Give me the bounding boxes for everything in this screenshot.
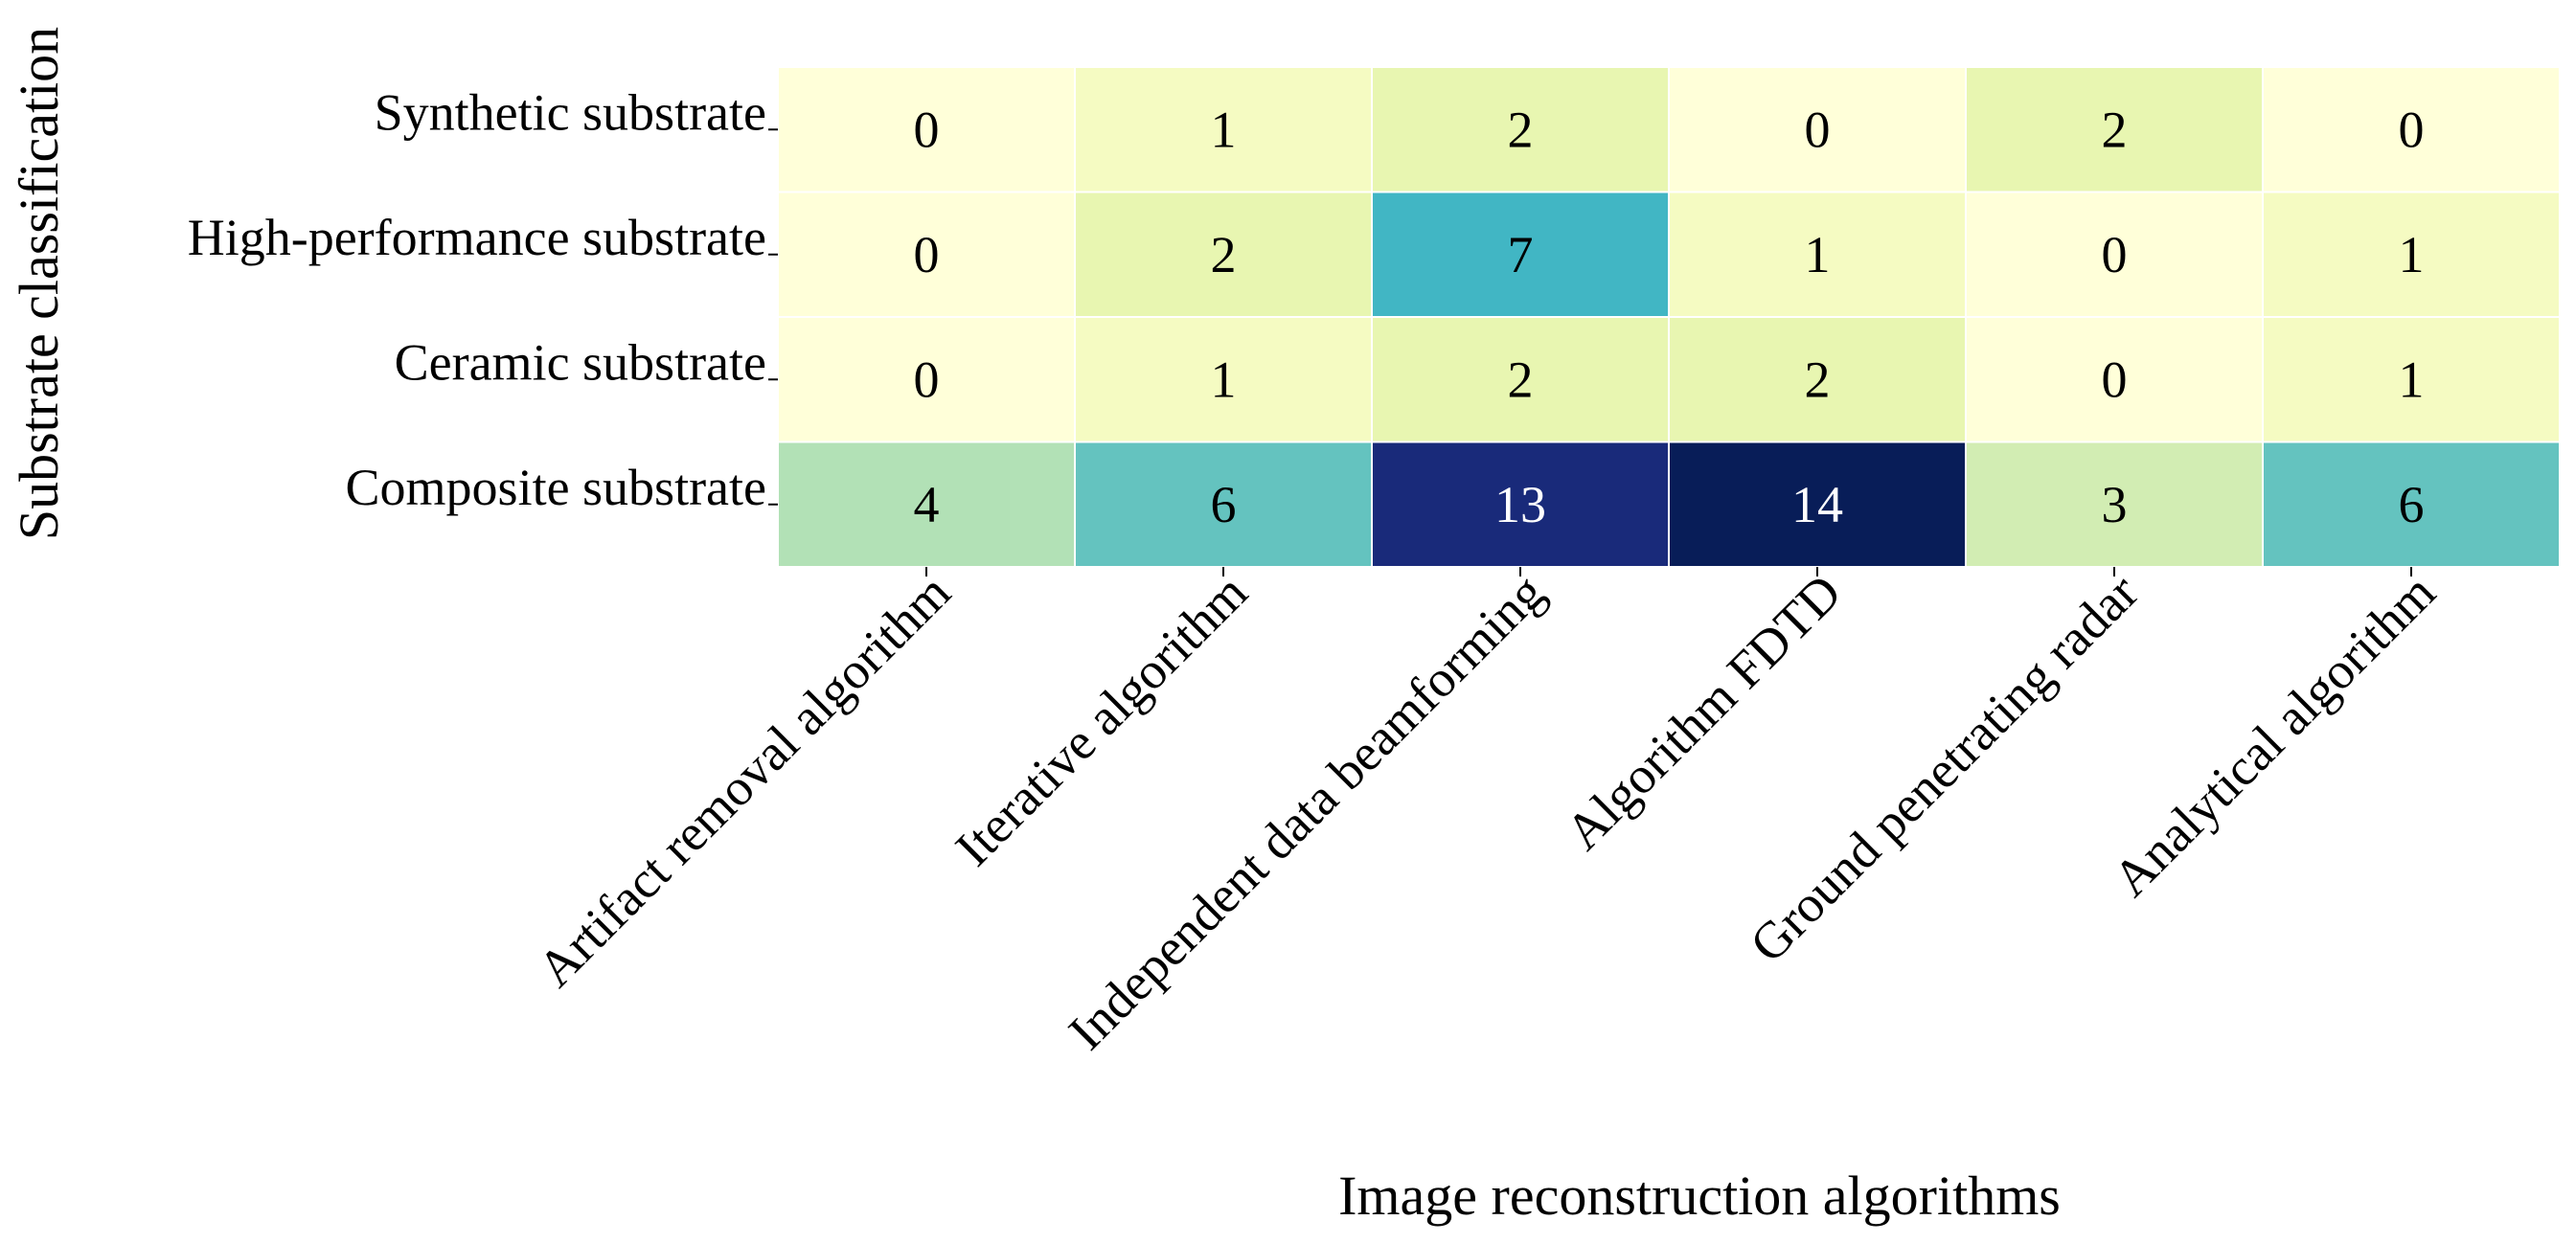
- heatmap-cell: [1668, 316, 1967, 443]
- cell-value-label: 3: [2102, 476, 2128, 533]
- cell-value-label: 2: [1508, 101, 1534, 158]
- heatmap-cell: [2262, 66, 2561, 193]
- y-tick-label: Ceramic substrate: [395, 333, 766, 391]
- heatmap-cell: [1074, 191, 1373, 318]
- cell-value-label: 6: [1211, 476, 1237, 533]
- heatmap-cell: [1668, 66, 1967, 193]
- x-tick-label: Algorithm FDTD: [1555, 563, 1853, 861]
- cell-value-label: 0: [2102, 350, 2128, 408]
- heatmap-cell: [2262, 441, 2561, 568]
- cell-value-label: 13: [1494, 476, 1546, 533]
- cell-value-label: 1: [1211, 101, 1237, 158]
- cell-value-label: 2: [1211, 226, 1237, 283]
- cell-value-label: 2: [1805, 350, 1831, 408]
- cell-value-label: 1: [1805, 226, 1831, 283]
- y-tick-label: Composite substrate: [346, 459, 766, 516]
- cell-value-label: 0: [2399, 101, 2425, 158]
- heatmap-cell: [1371, 441, 1670, 568]
- cell-value-label: 0: [914, 350, 940, 408]
- heatmap-cell: [1074, 316, 1373, 443]
- x-tick-label: Analytical algorithm: [2102, 563, 2446, 907]
- x-tick-label: Iterative algorithm: [945, 563, 1259, 877]
- cell-value-label: 1: [2399, 226, 2425, 283]
- x-axis-title: Image reconstruction algorithms: [1338, 1164, 2061, 1227]
- heatmap-cell: [1668, 441, 1967, 568]
- cell-value-label: 0: [1805, 101, 1831, 158]
- y-axis-title: Substrate classification: [8, 27, 70, 540]
- cell-value-label: 0: [914, 226, 940, 283]
- heatmap-cell: [2262, 191, 2561, 318]
- cell-value-label: 1: [2399, 350, 2425, 408]
- y-tick-label: High-performance substrate: [188, 209, 766, 266]
- heatmap-cell: [1371, 316, 1670, 443]
- heatmap-cell: [1965, 441, 2264, 568]
- heatmap-cell: [1074, 66, 1373, 193]
- cell-value-label: 4: [914, 476, 940, 533]
- heatmap-cell: [1668, 191, 1967, 318]
- cell-value-label: 1: [1211, 350, 1237, 408]
- heatmap-cell: [1965, 316, 2264, 443]
- heatmap-cell: [1965, 66, 2264, 193]
- heatmap-cell: [777, 316, 1076, 443]
- cell-value-label: 2: [1508, 350, 1534, 408]
- cell-value-label: 0: [914, 101, 940, 158]
- cell-value-label: 7: [1508, 226, 1534, 283]
- cell-value-label: 0: [2102, 226, 2128, 283]
- heatmap-cells: 0 1 2 0 2 00 2 7 1 0 10 1 2 2 0 14 6 13 14 3 6: [777, 66, 2561, 568]
- heatmap-cell: [777, 441, 1076, 568]
- heatmap-cell: [777, 66, 1076, 193]
- x-tick-label: Independent data beamforming: [1058, 563, 1556, 1061]
- heatmap-cell: [1074, 441, 1373, 568]
- x-tick-label: Artifact removal algorithm: [527, 563, 962, 998]
- heatmap-cell: [2262, 316, 2561, 443]
- cell-value-label: 14: [1791, 476, 1843, 533]
- heatmap-cell: [1371, 66, 1670, 193]
- cell-value-label: 6: [2399, 476, 2425, 533]
- y-tick-label: Synthetic substrate: [375, 83, 766, 141]
- y-axis-ticks: Synthetic substrate High-performance subs…: [188, 83, 778, 516]
- cell-value-label: 2: [2102, 101, 2128, 158]
